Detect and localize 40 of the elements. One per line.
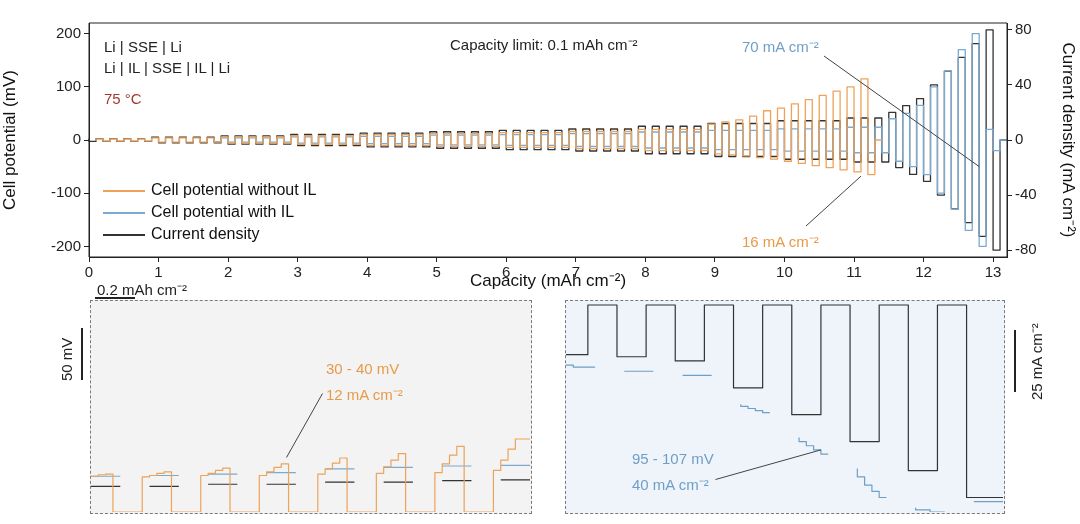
annotation: 16 mA cm⁻²	[742, 233, 819, 250]
y2-tick-label: 40	[1015, 75, 1032, 93]
legend-label: Current density	[151, 225, 260, 243]
x-tick-label: 8	[641, 263, 650, 281]
y2-tick-label: 80	[1015, 20, 1032, 38]
text: 0.2 mAh cm⁻²	[97, 281, 188, 298]
x-tick-label: 9	[710, 263, 720, 281]
text: 25 mA cm⁻²	[1028, 323, 1045, 400]
y-tick-label: 100	[55, 76, 81, 94]
x-tick-label: 5	[432, 263, 441, 281]
x-tick-label: 13	[984, 263, 1002, 281]
annotation: Li | SSE | Li	[104, 38, 182, 55]
y2-tick-label: 0	[1015, 130, 1024, 148]
y-tick-label: -100	[50, 183, 81, 201]
x-tick-label: 11	[846, 263, 862, 281]
y2-axis-title: Current density (mA cm⁻²)	[1059, 42, 1079, 238]
text: 30 - 40 mV	[326, 360, 400, 377]
x-tick-label: 10	[776, 263, 793, 281]
y-tick-label: -200	[50, 236, 81, 254]
x-tick-label: 12	[915, 263, 932, 281]
x-tick-label: 2	[223, 263, 233, 281]
y2-tick-label: -80	[1015, 240, 1037, 258]
legend-label: Cell potential with IL	[151, 203, 295, 221]
annotation: 75 °C	[104, 90, 142, 107]
x-tick-label: 0	[84, 263, 94, 281]
annotation: 70 mA cm⁻²	[742, 38, 819, 55]
annotation: Capacity limit: 0.1 mAh cm⁻²	[450, 36, 638, 53]
y-axis-title: Cell potential (mV)	[0, 70, 19, 210]
x-tick-label: 3	[293, 263, 302, 281]
annotation: 95 - 107 mV	[632, 450, 714, 467]
annotation: Li | IL | SSE | IL | Li	[104, 59, 231, 76]
annotation: 40 mA cm⁻²	[632, 476, 709, 493]
text: 12 mA cm⁻²	[326, 386, 403, 403]
y-tick-label: 0	[72, 130, 81, 148]
y2-tick-label: -40	[1015, 185, 1037, 203]
text: 50 mV	[58, 337, 75, 381]
legend-label: Cell potential without IL	[151, 181, 317, 199]
x-tick-label: 1	[154, 263, 163, 281]
y-tick-label: 200	[55, 23, 81, 41]
x-tick-label: 4	[363, 263, 372, 281]
